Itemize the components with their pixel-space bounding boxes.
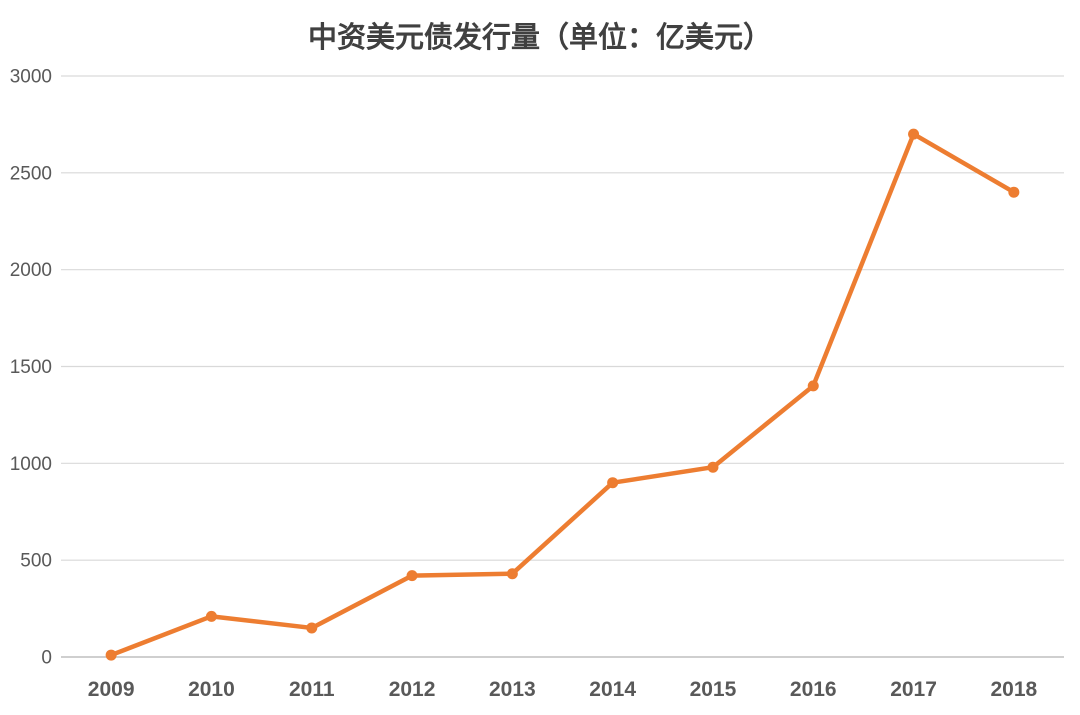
data-point-marker <box>306 622 318 634</box>
data-line <box>108 131 1017 658</box>
x-tick-label: 2018 <box>990 678 1037 701</box>
data-point-marker <box>1008 186 1020 198</box>
x-tick-label: 2014 <box>589 678 636 701</box>
x-tick-label: 2010 <box>188 678 235 701</box>
y-tick-label: 500 <box>20 551 52 572</box>
x-tick-label: 2017 <box>890 678 937 701</box>
gridlines <box>61 75 1064 658</box>
x-tick-label: 2015 <box>690 678 737 701</box>
y-tick-label: 2500 <box>10 163 52 184</box>
data-point-marker <box>506 568 518 580</box>
x-tick-label: 2011 <box>289 678 335 701</box>
data-point-marker <box>406 570 418 582</box>
y-tick-label: 0 <box>41 648 52 669</box>
x-tick-label: 2009 <box>88 678 135 701</box>
y-axis-tick-labels: 0 500 1000 1500 2000 2500 3000 <box>10 67 52 669</box>
x-tick-label: 2016 <box>790 678 837 701</box>
data-point-marker <box>105 649 117 661</box>
data-point-marker <box>205 610 217 622</box>
y-tick-label: 1000 <box>10 454 52 475</box>
x-tick-label: 2012 <box>389 678 436 701</box>
data-point-marker <box>908 128 920 140</box>
data-point-marker <box>607 477 619 489</box>
data-points <box>105 128 1020 661</box>
y-tick-label: 3000 <box>10 67 52 88</box>
data-point-marker <box>707 461 719 473</box>
x-axis-tick-labels: 2009 2010 2011 2012 2013 2014 2015 2016 2017 2018 <box>88 678 1038 701</box>
y-tick-label: 1500 <box>10 357 52 378</box>
y-tick-label: 2000 <box>10 260 52 281</box>
x-tick-label: 2013 <box>489 678 536 701</box>
data-point-marker <box>807 380 819 392</box>
chart-title: 中资美元债发行量（单位：亿美元） <box>308 20 772 54</box>
